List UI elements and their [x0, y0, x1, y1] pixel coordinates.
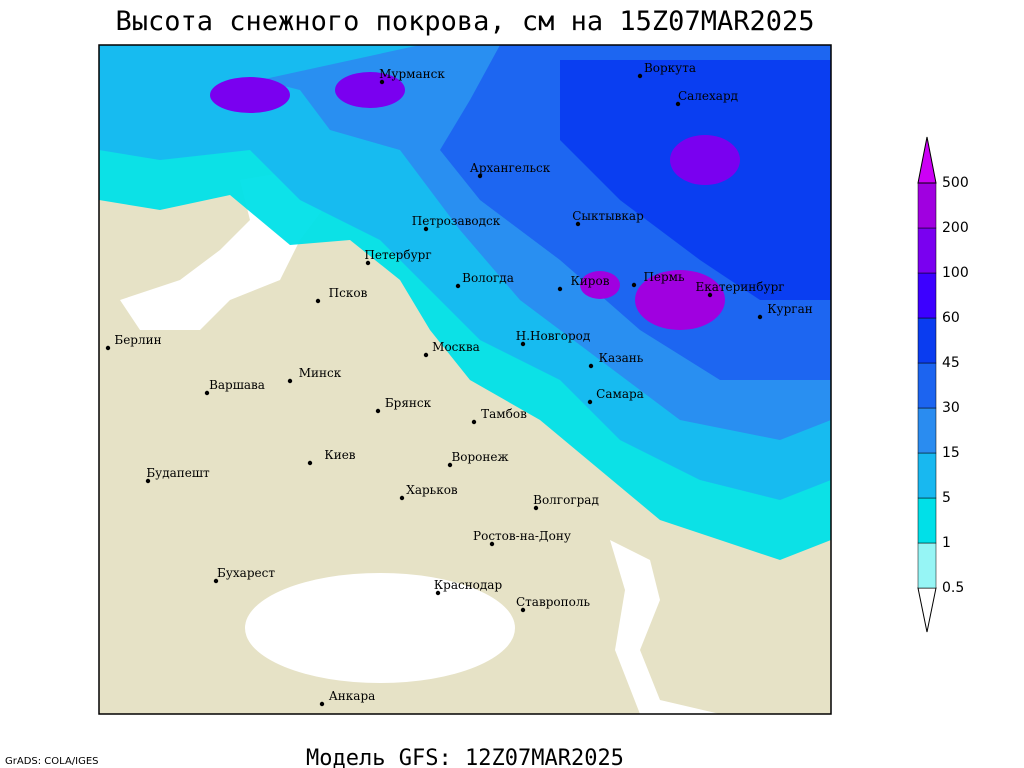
city-dot — [471, 419, 477, 425]
city-label: Казань — [599, 351, 644, 365]
city-dot — [105, 345, 111, 351]
colorbar-label: 30 — [942, 400, 960, 416]
city-dot — [423, 226, 429, 232]
city-dot — [365, 260, 371, 266]
city-label: Ставрополь — [516, 595, 590, 609]
city-dot — [675, 101, 681, 107]
city-dot — [315, 298, 321, 304]
city-label: Берлин — [114, 333, 161, 347]
city-dot — [587, 399, 593, 405]
city-label: Волгоград — [533, 493, 599, 507]
city-label: Киев — [324, 448, 355, 462]
city-label: Архангельск — [470, 161, 551, 175]
black-sea — [245, 573, 515, 683]
colorbar-segment — [917, 182, 937, 229]
city-label: Екатеринбург — [695, 280, 784, 294]
city-dot — [575, 221, 581, 227]
city-dot — [557, 286, 563, 292]
city-dot — [757, 314, 763, 320]
city-label: Москва — [432, 340, 480, 354]
city-label: Н.Новгород — [516, 329, 591, 343]
city-dot — [145, 478, 151, 484]
city-dot — [435, 590, 441, 596]
city-label: Будапешт — [146, 466, 210, 480]
city-label: Самара — [596, 387, 644, 401]
colorbar-segment — [917, 542, 937, 589]
deep-snow — [335, 72, 405, 108]
city-label: Минск — [299, 366, 342, 380]
colorbar-label: 5 — [942, 490, 951, 506]
colorbar-segment — [917, 497, 937, 544]
city-label: Харьков — [406, 483, 458, 497]
city-dot — [307, 460, 313, 466]
colorbar-label: 100 — [942, 265, 969, 281]
city-dot — [533, 505, 539, 511]
colorbar-high — [917, 136, 937, 184]
deep-snow — [670, 135, 740, 185]
city-label: Мурманск — [379, 67, 445, 81]
city-label: Воркута — [644, 61, 696, 75]
city-label: Псков — [329, 286, 368, 300]
city-dot — [477, 173, 483, 179]
credit: GrADS: COLA/IGES — [5, 756, 99, 767]
colorbar-segment — [917, 452, 937, 499]
city-label: Краснодар — [434, 578, 503, 592]
city-label: Ростов-на-Дону — [473, 529, 571, 543]
deep-snow — [580, 271, 620, 299]
colorbar-low — [917, 587, 937, 633]
colorbar-label: 60 — [942, 310, 960, 326]
city-dot — [399, 495, 405, 501]
city-label: Пермь — [643, 270, 685, 284]
city-dot — [455, 283, 461, 289]
model-label: Модель GFS: 12Z07MAR2025 — [306, 746, 624, 768]
city-dot — [287, 378, 293, 384]
colorbar-label: 45 — [942, 355, 960, 371]
colorbar-segment — [917, 227, 937, 274]
deep-snow — [635, 270, 725, 330]
deep-snow — [210, 77, 290, 113]
city-dot — [588, 363, 594, 369]
city-label: Сыктывкар — [572, 209, 644, 223]
colorbar-label: 15 — [942, 445, 960, 461]
city-label: Воронеж — [451, 450, 508, 464]
colorbar-segment — [917, 317, 937, 364]
city-dot — [447, 462, 453, 468]
colorbar-label: 500 — [942, 175, 969, 191]
city-dot — [213, 578, 219, 584]
colorbar-segment — [917, 272, 937, 319]
city-label: Курган — [767, 302, 812, 316]
city-label: Киров — [571, 274, 610, 288]
city-label: Петербург — [364, 248, 431, 262]
city-label: Вологда — [462, 271, 514, 285]
colorbar-segment — [917, 407, 937, 454]
city-label: Варшава — [209, 378, 265, 392]
city-label: Брянск — [385, 396, 432, 410]
city-dot — [707, 292, 713, 298]
city-label: Салехард — [678, 89, 738, 103]
city-dot — [319, 701, 325, 707]
city-label: Бухарест — [217, 566, 275, 580]
colorbar-label: 1 — [942, 535, 951, 551]
city-dot — [489, 541, 495, 547]
city-dot — [423, 352, 429, 358]
city-label: Петрозаводск — [412, 214, 501, 228]
city-label: Анкара — [329, 689, 376, 703]
city-dot — [520, 341, 526, 347]
title: Высота снежного покрова, см на 15Z07MAR2… — [116, 6, 815, 37]
city-dot — [637, 73, 643, 79]
city-dot — [520, 607, 526, 613]
city-dot — [375, 408, 381, 414]
city-label: Тамбов — [481, 407, 527, 421]
city-dot — [204, 390, 210, 396]
colorbar-segment — [917, 362, 937, 409]
city-dot — [631, 282, 637, 288]
colorbar-label: 200 — [942, 220, 969, 236]
map-frame — [98, 44, 832, 715]
city-dot — [379, 79, 385, 85]
colorbar-label: 0.5 — [942, 580, 964, 596]
caspian-sea — [610, 540, 720, 714]
map-area — [99, 45, 831, 714]
